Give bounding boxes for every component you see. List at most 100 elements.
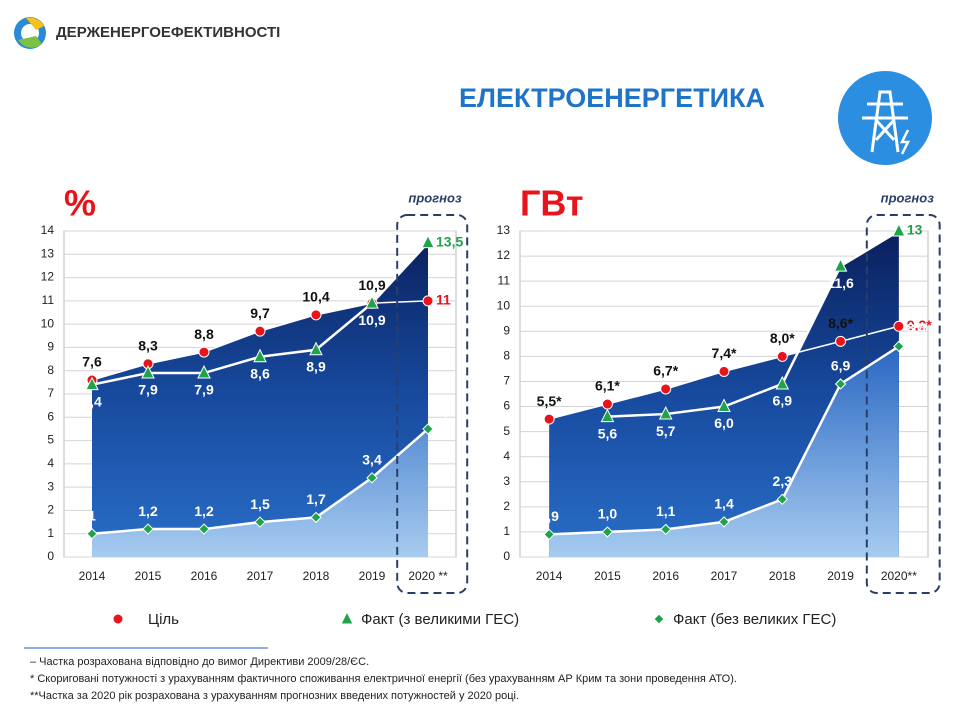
y-tick-label: 1 xyxy=(47,526,54,540)
forecast-box xyxy=(396,214,469,594)
x-tick-label: 2014 xyxy=(536,569,563,583)
y-tick-label: 11 xyxy=(498,273,511,287)
marker xyxy=(776,493,788,506)
value-label: 7,9 xyxy=(138,382,158,398)
x-tick-label: 2019 xyxy=(359,569,386,583)
value-label: 6,7* xyxy=(653,363,678,379)
marker xyxy=(833,257,848,272)
x-tick-label: 2017 xyxy=(247,569,274,583)
marker xyxy=(835,335,847,347)
value-label: 8,8 xyxy=(194,326,214,342)
y-tick-label: 5 xyxy=(47,433,54,447)
unit-label: % xyxy=(64,183,96,224)
y-tick-label: 6 xyxy=(47,409,54,423)
power-icon xyxy=(838,71,932,165)
marker xyxy=(600,408,615,423)
logo-text: ДЕРЖЕНЕРГОЕФЕКТИВНОСТІ xyxy=(56,24,280,41)
y-tick-label: 3 xyxy=(503,474,510,488)
marker xyxy=(112,613,124,625)
area xyxy=(92,242,428,557)
footnote: – Частка розрахована відповідно до вимог… xyxy=(30,656,369,668)
y-tick-label: 0 xyxy=(47,549,54,563)
y-tick-label: 13 xyxy=(41,246,55,260)
marker xyxy=(601,398,613,410)
value-label: 9,7 xyxy=(250,305,270,321)
marker xyxy=(658,405,673,420)
marker xyxy=(366,472,378,484)
marker xyxy=(253,348,267,363)
y-tick-label: 6 xyxy=(503,399,510,413)
y-tick-label: 8 xyxy=(503,349,510,363)
forecast-label: прогноз xyxy=(881,190,935,205)
value-label: 1 xyxy=(88,507,96,523)
value-label: 1,1 xyxy=(656,503,676,519)
area xyxy=(549,346,899,557)
legend-label: Факт (з великими ГЕС) xyxy=(361,611,519,628)
forecast-box xyxy=(865,214,941,594)
marker xyxy=(653,613,665,625)
marker xyxy=(310,309,322,321)
marker xyxy=(775,375,790,390)
x-tick-label: 2018 xyxy=(769,569,796,583)
value-label: 5,6 xyxy=(598,425,618,441)
y-tick-label: 2 xyxy=(47,503,54,517)
marker xyxy=(834,378,847,390)
marker xyxy=(892,222,906,237)
x-tick-label: 2016 xyxy=(652,569,679,583)
marker xyxy=(198,346,210,358)
y-tick-label: 9 xyxy=(47,340,54,354)
value-label: 1,5 xyxy=(250,496,270,512)
x-tick-label: 2017 xyxy=(711,569,738,583)
value-label: 7,4 xyxy=(82,393,102,409)
y-tick-label: 12 xyxy=(497,248,511,262)
value-label: 2,3 xyxy=(773,473,793,489)
x-tick-label: 2020 ** xyxy=(408,569,448,583)
value-label: 6,1* xyxy=(595,378,620,394)
value-label: 8,6* xyxy=(828,315,853,331)
value-label: 11,6 xyxy=(827,275,854,291)
value-label: 10,9 xyxy=(358,312,385,328)
marker xyxy=(543,413,555,425)
marker xyxy=(893,320,905,332)
marker xyxy=(893,340,905,353)
value-label: 9,2* xyxy=(907,317,932,333)
marker xyxy=(86,528,98,540)
marker xyxy=(197,364,211,379)
value-label: 13 xyxy=(907,222,923,238)
forecast-label: прогноз xyxy=(408,190,462,205)
unit-label: ГВт xyxy=(520,183,584,224)
x-tick-label: 2015 xyxy=(594,569,621,583)
y-tick-label: 11 xyxy=(42,293,55,307)
x-tick-label: 2020** xyxy=(881,569,917,583)
y-tick-label: 0 xyxy=(503,549,510,563)
marker xyxy=(601,526,614,538)
value-label: 6,0 xyxy=(714,415,734,431)
y-tick-label: 1 xyxy=(503,524,510,538)
value-label: 8,6 xyxy=(250,365,270,381)
y-tick-label: 12 xyxy=(41,270,55,284)
x-tick-label: 2018 xyxy=(303,569,330,583)
value-label: 1,0 xyxy=(598,506,618,522)
marker xyxy=(198,523,210,535)
y-tick-label: 14 xyxy=(41,223,55,237)
slide-title: ЕЛЕКТРОЕНЕРГЕТИКА xyxy=(459,83,765,113)
marker xyxy=(660,383,672,395)
marker xyxy=(365,295,379,309)
value-label: 3,4 xyxy=(362,452,382,468)
value-label: 8,0* xyxy=(770,330,795,346)
marker xyxy=(340,610,354,625)
y-tick-label: 3 xyxy=(47,479,54,493)
value-label: 8,4 xyxy=(907,320,927,336)
marker xyxy=(421,234,435,249)
value-label: 6,9 xyxy=(831,358,851,374)
marker xyxy=(309,341,323,356)
marker xyxy=(660,523,672,536)
marker xyxy=(422,423,434,435)
legend-label: Факт (без великих ГЕС) xyxy=(673,611,836,628)
value-label: 1,4 xyxy=(714,496,734,512)
y-tick-label: 13 xyxy=(497,223,511,237)
y-tick-label: 8 xyxy=(47,363,54,377)
value-label: 5,7 xyxy=(656,423,676,439)
marker xyxy=(85,376,99,391)
value-label: 8,3 xyxy=(138,337,158,353)
